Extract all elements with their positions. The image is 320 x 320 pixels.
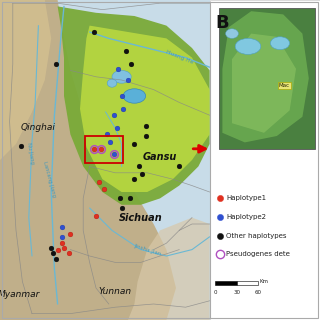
Text: Other haplotypes: Other haplotypes [226,233,286,238]
Text: Haplotype1: Haplotype1 [226,196,266,201]
Text: Pseudogenes dete: Pseudogenes dete [226,251,290,257]
Text: Km: Km [260,279,269,284]
Polygon shape [58,6,210,205]
Ellipse shape [123,89,146,103]
Text: Jinsha Jian: Jinsha Jian [133,243,162,256]
Polygon shape [0,0,51,160]
Ellipse shape [112,70,131,83]
Bar [0,0,210,320]
Text: Sichuan: Sichuan [119,212,163,223]
Text: Huang He: Huang He [165,50,194,65]
Text: Yunnan: Yunnan [99,287,132,296]
Bar [210,0,320,320]
Text: Nu Jiang: Nu Jiang [26,142,35,165]
Ellipse shape [235,38,261,54]
Ellipse shape [270,37,290,50]
Text: Qinghai: Qinghai [21,124,56,132]
Polygon shape [80,26,210,192]
Text: B: B [215,14,229,32]
Text: 0: 0 [213,290,217,295]
Text: Gansu: Gansu [143,152,177,162]
Ellipse shape [226,29,238,38]
Bar [219,8,315,149]
Ellipse shape [107,79,117,87]
Bar [237,281,258,285]
Text: Haplotype2: Haplotype2 [226,214,266,220]
Text: Myanmar: Myanmar [0,290,40,299]
Text: 30: 30 [233,290,240,295]
Polygon shape [0,0,176,320]
Bar [85,136,123,163]
Polygon shape [128,218,210,320]
Polygon shape [222,11,309,142]
Bar [215,281,237,285]
Text: 60: 60 [255,290,262,295]
Text: Mac: Mac [279,83,290,88]
Text: Lancang Jiang: Lancang Jiang [42,161,57,198]
Polygon shape [232,34,296,133]
